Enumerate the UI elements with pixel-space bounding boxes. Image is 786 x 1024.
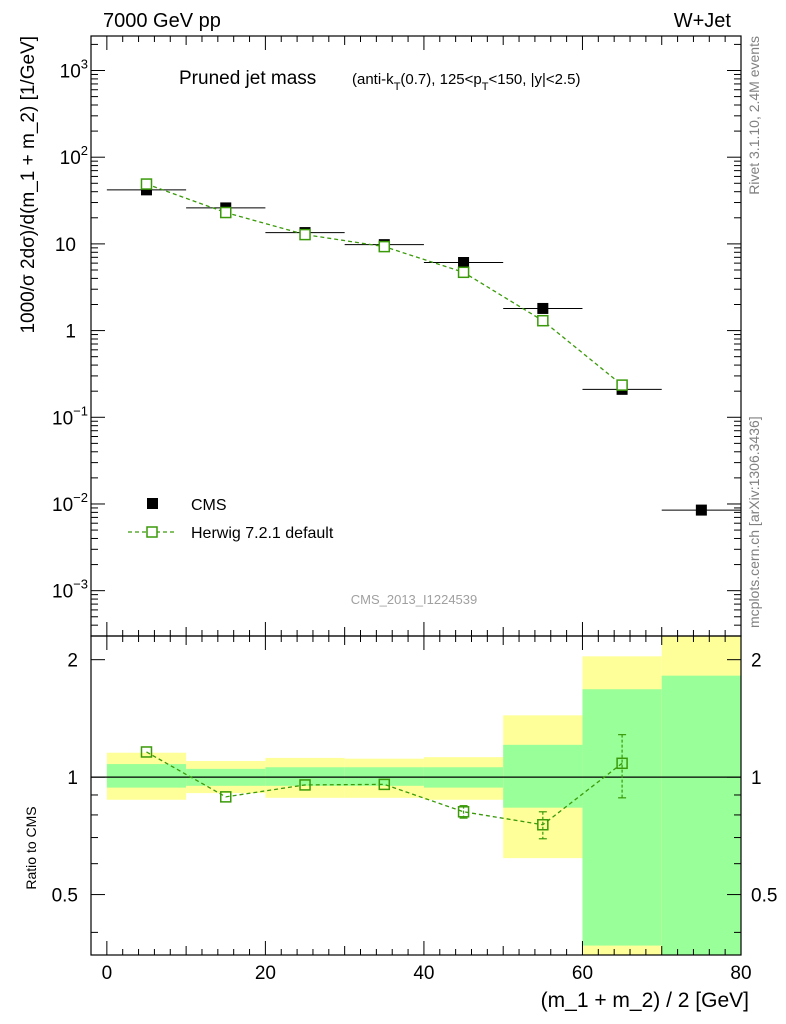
herwig-ratio-point (537, 818, 549, 831)
y-tick-label-exponent: 2 (81, 143, 88, 158)
herwig-ratio-point (220, 791, 232, 803)
herwig-ratio-point (457, 806, 470, 818)
ratio-y-tick-label-right: 1 (751, 768, 762, 789)
herwig-point (140, 178, 153, 190)
legend-cms-label: CMS (191, 497, 227, 514)
legend-herwig-marker (146, 526, 158, 538)
y-tick-label-base: 1 (65, 322, 76, 343)
y-tick-label-base: 10 (60, 148, 81, 169)
herwig-point (378, 240, 391, 253)
herwig-line (146, 183, 623, 386)
y-tick-label: 102 (60, 143, 88, 169)
x-tick-label: 60 (572, 963, 593, 984)
cms-data-point (537, 302, 549, 314)
upper-frame (90, 35, 742, 637)
ratio-y-tick-label: 0.5 (52, 886, 78, 907)
mcplots-reference-label: mcplots.cern.ch [arXiv:1306.3436] (746, 416, 762, 628)
subtitle-part: (0.7), 125<p (400, 71, 481, 88)
herwig-ratio-point (140, 746, 153, 758)
analysis-id-watermark: CMS_2013_I1224539 (351, 592, 478, 607)
header-process-label: W+Jet (674, 10, 732, 32)
legend-cms-marker (147, 498, 158, 509)
y-tick-label-base: 10 (52, 495, 73, 516)
cms-data-point (695, 504, 707, 516)
x-tick-label: 20 (255, 963, 276, 984)
herwig-point (537, 314, 549, 327)
ratio-y-tick-label: 1 (67, 768, 78, 789)
ratio-y-tick-label-right: 2 (751, 651, 762, 672)
subtitle-part: T (394, 81, 401, 93)
upper-panel-marks (106, 178, 741, 516)
y-tick-label: 1 (65, 322, 76, 343)
ratio-band-inner (582, 689, 662, 946)
subtitle-part: (anti-k (352, 71, 394, 88)
y-tick-label: 10 (55, 235, 76, 256)
chart-subtitle: (anti-kT(0.7), 125<pT<150, |y|<2.5) (352, 71, 581, 93)
herwig-point (457, 266, 470, 279)
subtitle-part: <150, |y|<2.5) (488, 71, 580, 88)
x-tick-label: 0 (102, 963, 113, 984)
herwig-ratio-point (378, 778, 391, 791)
ratio-y-axis-label: Ratio to CMS (23, 806, 39, 889)
y-tick-label-base: 10 (52, 408, 73, 429)
y-tick-label: 10−3 (52, 577, 88, 603)
ratio-panel-marks (140, 734, 628, 840)
cms-data-point (458, 257, 470, 269)
herwig-point (220, 206, 232, 219)
x-tick-label: 40 (413, 963, 434, 984)
y-tick-label: 10−1 (52, 403, 88, 429)
cms-data-point (140, 184, 152, 196)
herwig-point (299, 228, 311, 241)
y-tick-label-exponent: −1 (73, 403, 88, 418)
y-tick-label: 10−2 (52, 490, 88, 516)
y-tick-label: 103 (60, 56, 88, 82)
herwig-ratio-point (299, 779, 311, 791)
y-tick-label-base: 10 (60, 61, 81, 82)
ratio-band-inner (661, 675, 741, 955)
x-tick-label: 80 (730, 963, 751, 984)
y-tick-label-base: 10 (52, 582, 73, 603)
subtitle-part: T (482, 81, 489, 93)
y-tick-label-exponent: −2 (73, 490, 88, 505)
ratio-frame (90, 635, 742, 956)
legend-herwig-label: Herwig 7.2.1 default (191, 525, 334, 542)
y-tick-label-exponent: 3 (81, 56, 88, 71)
header-energy-label: 7000 GeV pp (103, 10, 221, 32)
herwig-point (616, 379, 628, 391)
y-tick-label-base: 10 (55, 235, 76, 256)
upper-y-axis-label: 1000/σ 2dσ)/d(m_1 + m_2) [1/GeV] (18, 36, 39, 334)
ratio-band-inner (106, 764, 187, 788)
chart-title: Pruned jet mass (179, 68, 316, 89)
ratio-uncertainty-bands (91, 636, 741, 955)
rivet-version-label: Rivet 3.1.10, 2.4M events (746, 36, 762, 195)
legend: CMS Herwig 7.2.1 default (128, 497, 334, 542)
x-axis-label: (m_1 + m_2) / 2 [GeV] (541, 989, 749, 1012)
y-tick-label-exponent: −3 (73, 577, 88, 592)
ratio-panel-axes: 0 20 40 60 80 0.5 0.5 1 1 2 2 (52, 635, 777, 984)
ratio-y-tick-label-right: 0.5 (751, 886, 777, 907)
herwig-ratio-point (616, 757, 628, 770)
ratio-band-inner (503, 744, 583, 808)
ratio-y-tick-label: 2 (67, 651, 78, 672)
